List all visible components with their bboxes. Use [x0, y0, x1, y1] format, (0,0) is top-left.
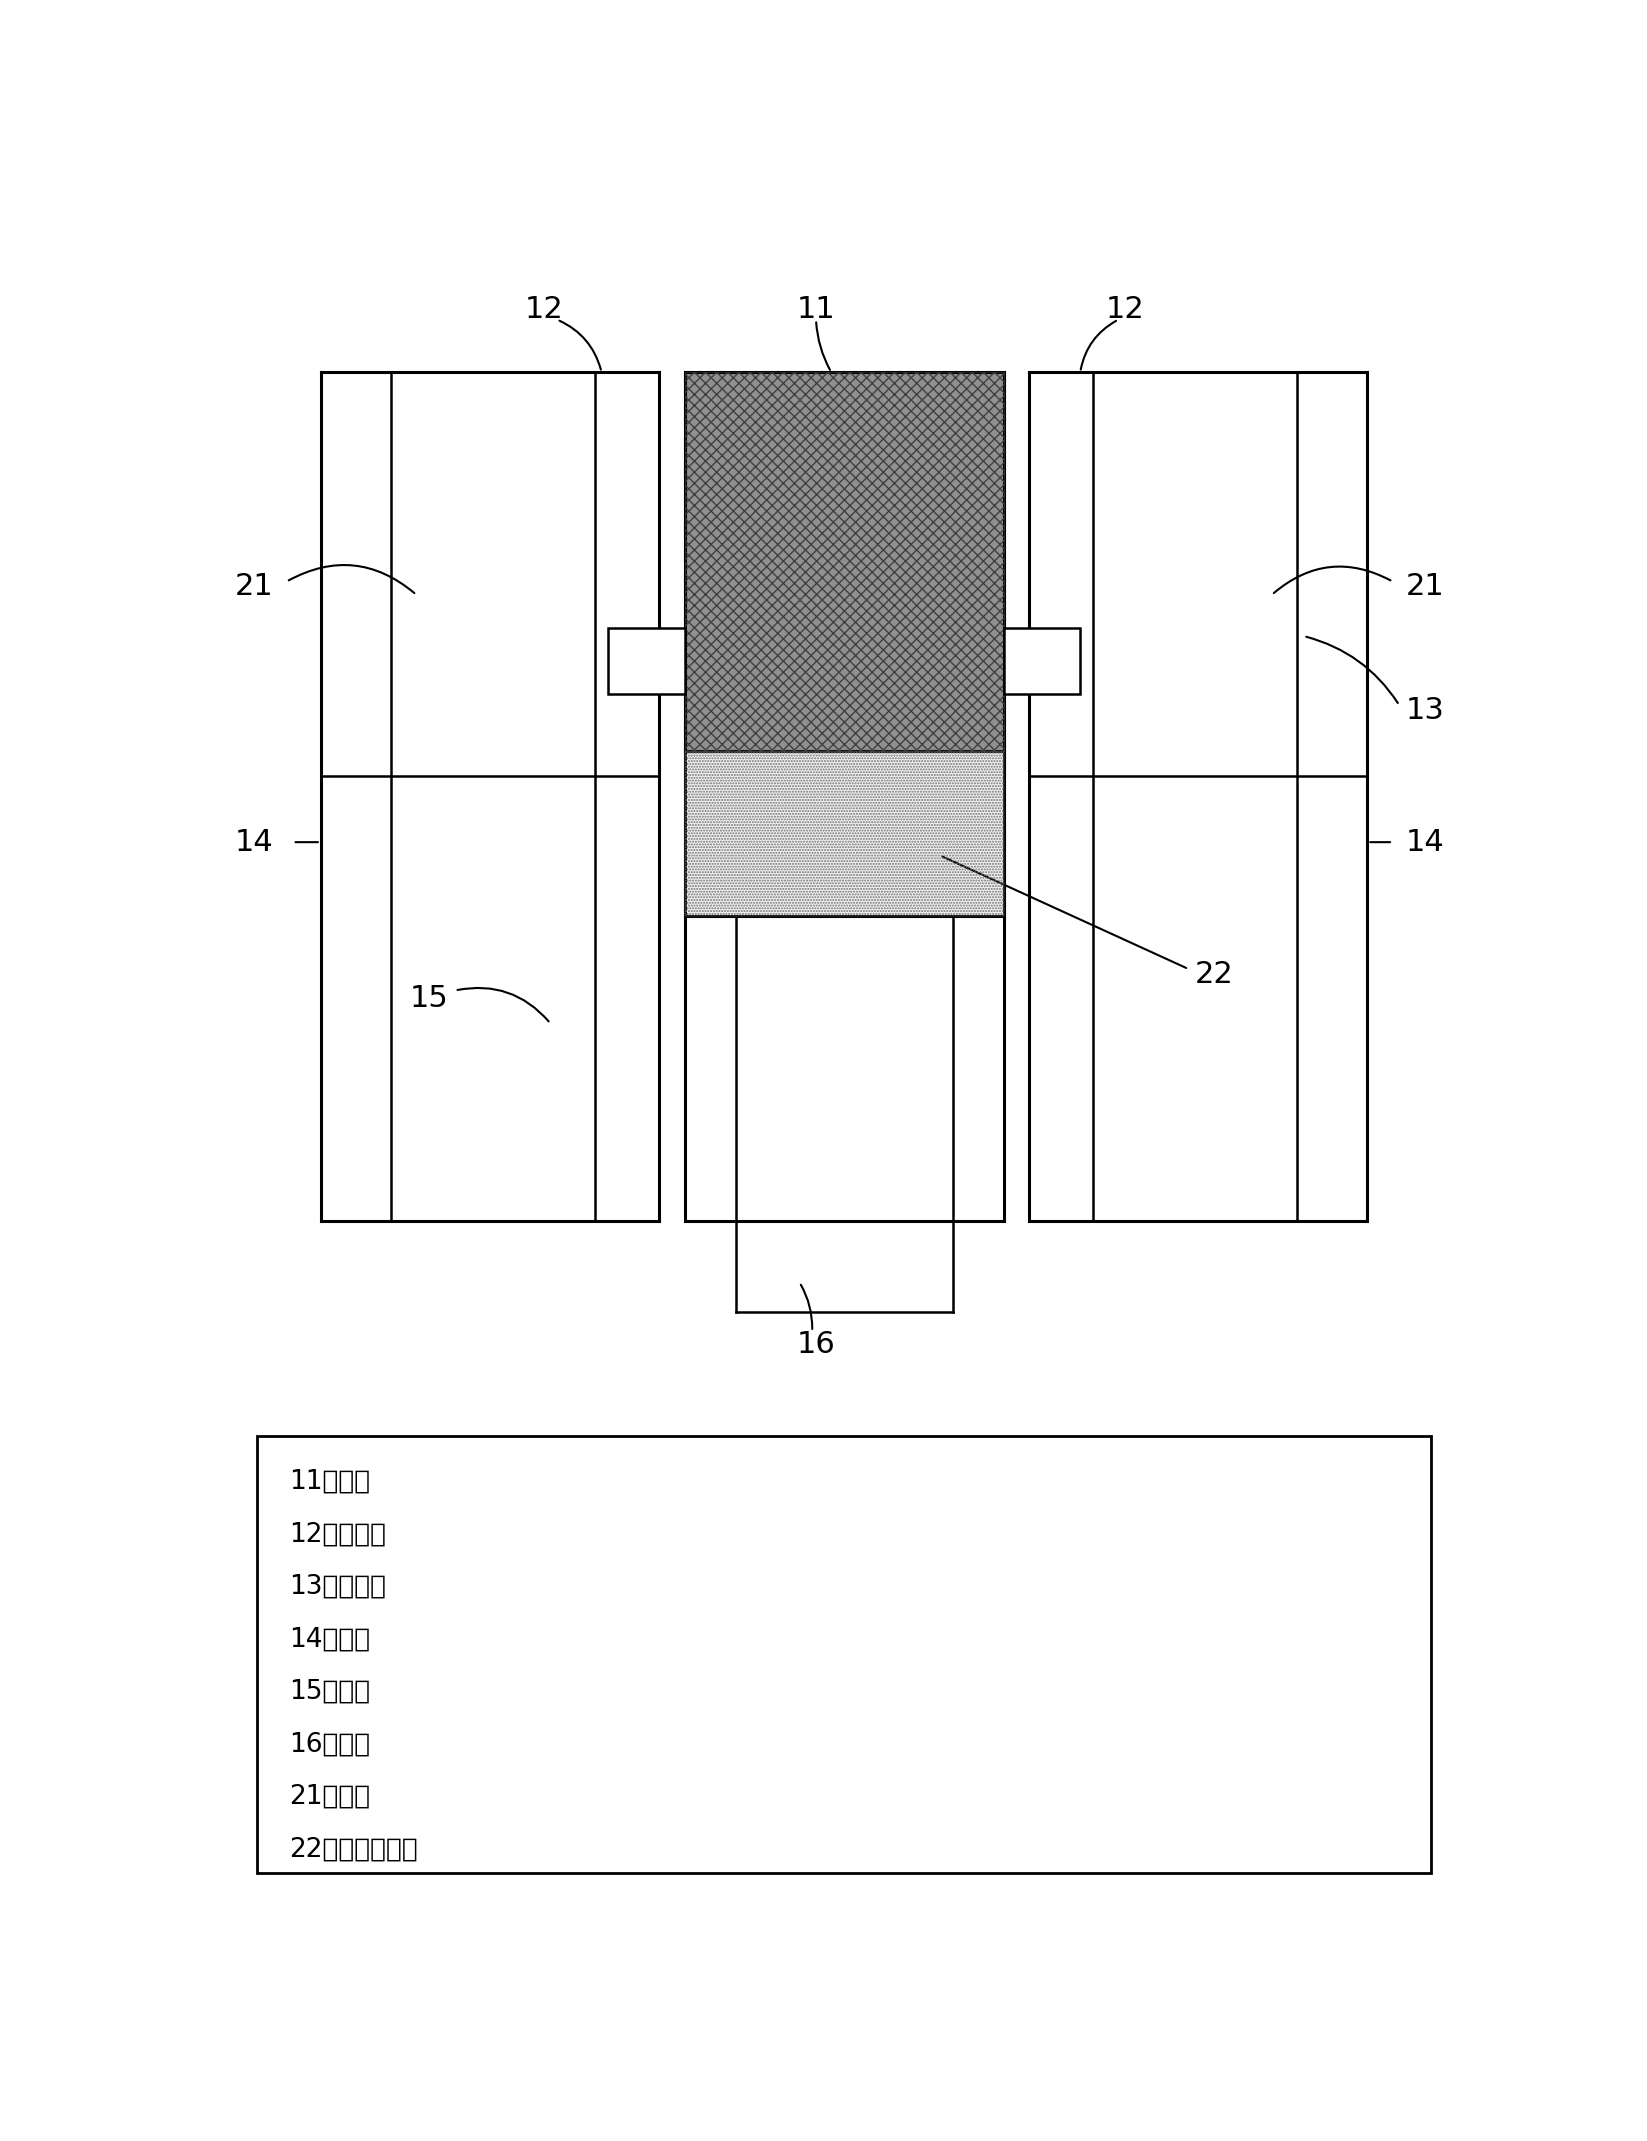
Text: 14: 14 — [236, 829, 273, 856]
Text: 16：电缆: 16：电缆 — [288, 1732, 371, 1758]
Text: 12: 12 — [525, 295, 563, 323]
Bar — [257, 1437, 1431, 1873]
Bar — [1003, 627, 1080, 694]
Bar — [685, 373, 1003, 751]
Text: 21: 21 — [1405, 572, 1444, 602]
Text: 13: 13 — [1405, 696, 1444, 726]
Text: 14: 14 — [1405, 829, 1444, 856]
Text: 22：图像传感器: 22：图像传感器 — [288, 1837, 418, 1863]
Text: 16: 16 — [797, 1330, 835, 1360]
Text: 15: 15 — [410, 985, 448, 1013]
Bar — [685, 751, 1003, 916]
Text: 21: 21 — [236, 572, 273, 602]
Bar — [685, 751, 1003, 916]
Text: 22: 22 — [1194, 959, 1234, 989]
Text: 14：外框: 14：外框 — [288, 1627, 371, 1653]
Text: 12: 12 — [1105, 295, 1145, 323]
Text: 13：导光部: 13：导光部 — [288, 1574, 385, 1599]
Text: 15：导线: 15：导线 — [288, 1679, 371, 1704]
Bar — [608, 627, 685, 694]
Text: 11：透镜: 11：透镜 — [288, 1469, 371, 1494]
Text: 12：遗光部: 12：遗光部 — [288, 1522, 385, 1548]
Bar — [685, 373, 1003, 751]
Text: 11: 11 — [797, 295, 835, 323]
Text: 21：光源: 21：光源 — [288, 1783, 371, 1809]
